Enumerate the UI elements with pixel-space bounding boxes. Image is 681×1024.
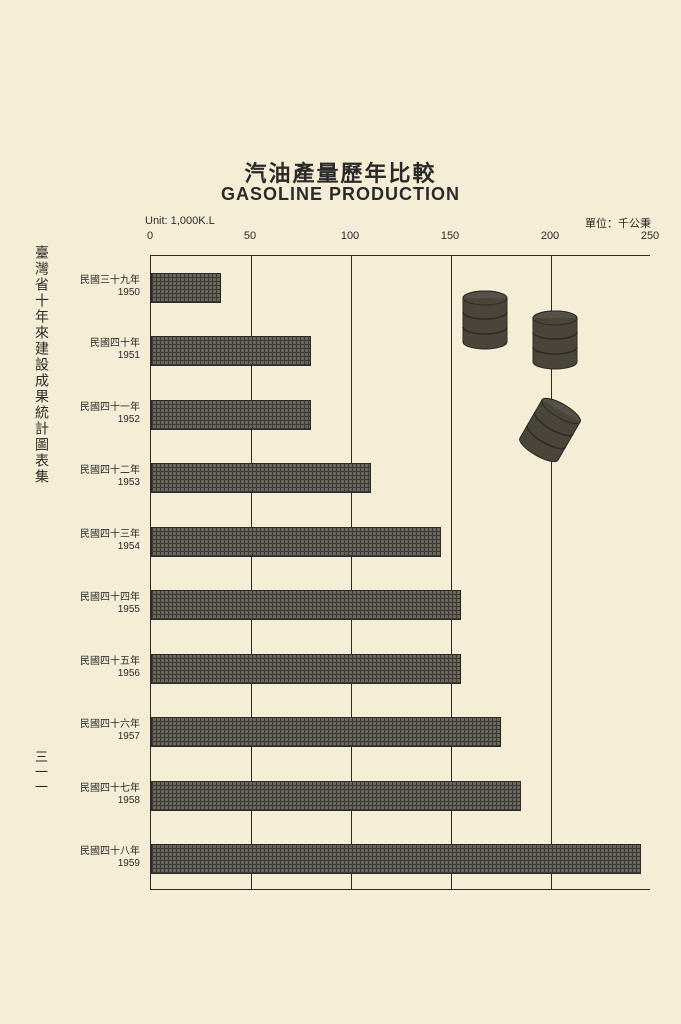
x-tick-label: 50 [244,230,256,242]
year-label-chinese: 民國四十三年 [60,529,140,541]
year-label: 民國四十六年1957 [60,719,140,743]
barrel-icon [530,310,580,370]
bar [151,717,501,747]
x-tick-label: 100 [341,230,359,242]
bar [151,590,461,620]
year-label-western: 1954 [60,541,140,553]
year-label-western: 1950 [60,287,140,299]
year-label-chinese: 民國四十五年 [60,656,140,668]
year-label-western: 1957 [60,731,140,743]
x-tick-label: 250 [641,230,659,242]
year-label: 民國四十五年1956 [60,656,140,680]
barrel-icon [460,290,510,350]
bar [151,844,641,874]
year-label-chinese: 民國四十一年 [60,402,140,414]
bar [151,336,311,366]
year-label-chinese: 民國四十六年 [60,719,140,731]
year-label-western: 1952 [60,414,140,426]
year-label: 民國四十一年1952 [60,402,140,426]
x-tick-label: 0 [147,230,153,242]
year-label-chinese: 民國四十年 [60,338,140,350]
year-label-western: 1955 [60,604,140,616]
year-label: 民國三十九年1950 [60,275,140,299]
bar [151,654,461,684]
year-label: 民國四十三年1954 [60,529,140,553]
bar [151,463,371,493]
year-label: 民國四十七年1958 [60,783,140,807]
page: 汽油產量歷年比較 GASOLINE PRODUCTION Unit: 1,000… [0,0,681,1024]
year-label-chinese: 民國三十九年 [60,275,140,287]
year-label-chinese: 民國四十四年 [60,592,140,604]
x-tick-label: 150 [441,230,459,242]
year-label: 民國四十年1951 [60,338,140,362]
year-label-chinese: 民國四十八年 [60,846,140,858]
bar [151,273,221,303]
year-label-western: 1959 [60,858,140,870]
year-label: 民國四十四年1955 [60,592,140,616]
chart-title-english: GASOLINE PRODUCTION [221,184,460,205]
year-label-western: 1953 [60,477,140,489]
year-label-western: 1958 [60,795,140,807]
unit-label-left: Unit: 1,000K.L [145,215,215,227]
year-label: 民國四十二年1953 [60,465,140,489]
year-label-western: 1956 [60,668,140,680]
x-tick-label: 200 [541,230,559,242]
year-label-chinese: 民國四十七年 [60,783,140,795]
bar [151,781,521,811]
year-label: 民國四十八年1959 [60,846,140,870]
bar [151,527,441,557]
year-label-chinese: 民國四十二年 [60,465,140,477]
book-title-vertical: 臺灣省十年來建設成果統計圖表集 [32,245,50,485]
bar [151,400,311,430]
year-label-western: 1951 [60,350,140,362]
unit-label-right: 單位：千公秉 [585,215,651,231]
page-number: 三一一 [32,750,50,795]
